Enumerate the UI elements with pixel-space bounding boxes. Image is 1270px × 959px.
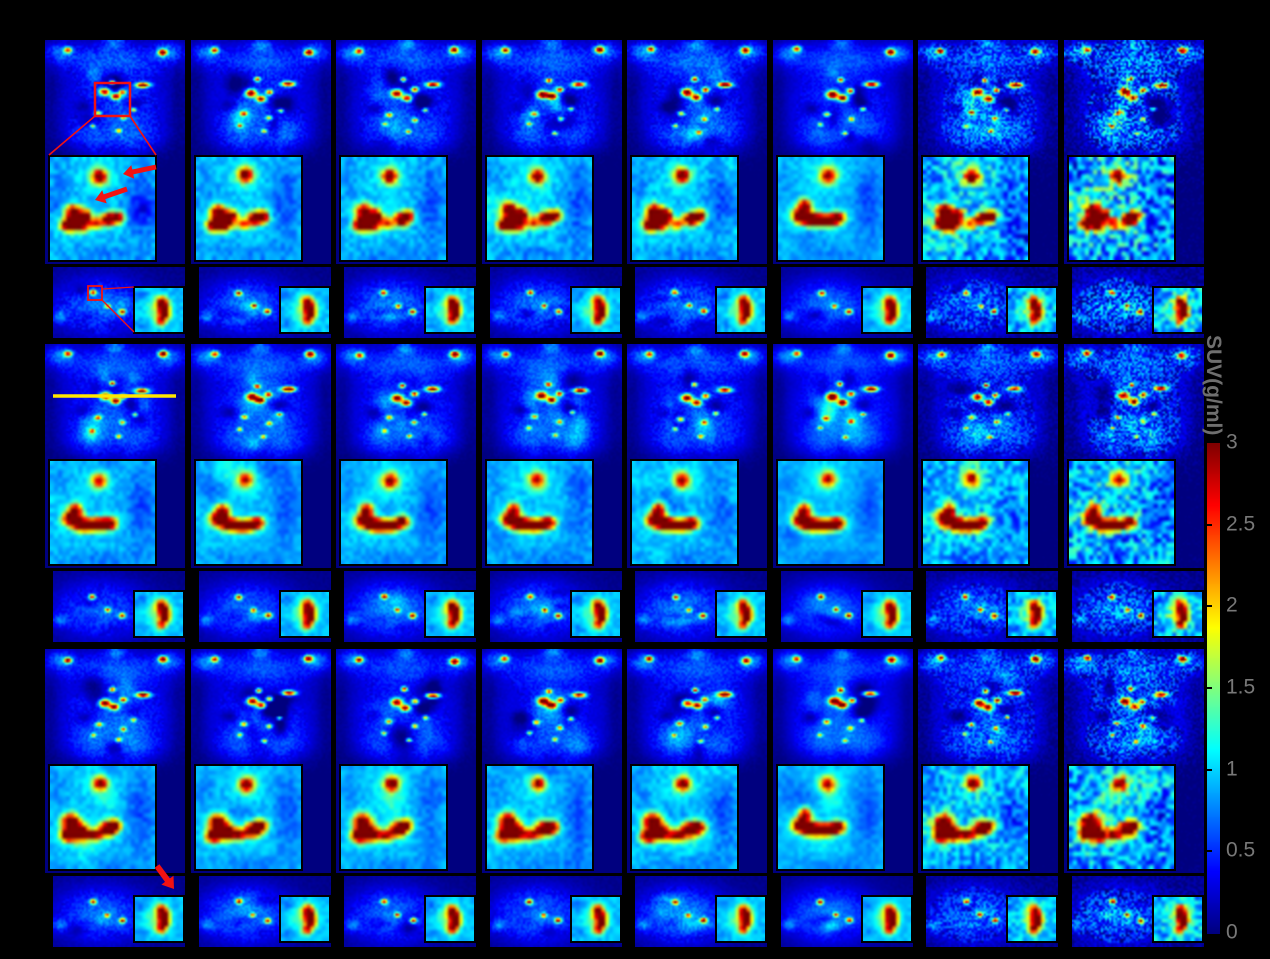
- pet-panel-r2c1: [45, 344, 185, 642]
- axial-zoom-inset-image: [1152, 590, 1204, 638]
- colorbar-tick-label: 0.5: [1226, 838, 1256, 862]
- pet-panel-r3c4: [482, 649, 622, 947]
- axial-zoom-inset-image: [1152, 286, 1204, 334]
- lesion-zoom-inset-image: [48, 155, 157, 262]
- colorbar-tick-label: 2: [1226, 593, 1238, 617]
- colorbar-gradient: [1207, 443, 1220, 934]
- colorbar-tick-label: 0: [1226, 920, 1238, 944]
- axial-zoom-inset-image: [279, 895, 331, 943]
- pet-panel-r2c8: [1064, 344, 1204, 642]
- pet-panel-r1c3: [336, 40, 476, 338]
- pet-panel-r2c4: [482, 344, 622, 642]
- lesion-zoom-inset-image: [776, 764, 885, 871]
- axial-zoom-inset-image: [570, 286, 622, 334]
- lesion-zoom-inset-image: [485, 459, 594, 566]
- lesion-zoom-inset-image: [194, 155, 303, 262]
- pet-panel-r1c6: [773, 40, 913, 338]
- pet-panel-r1c8: [1064, 40, 1204, 338]
- pet-panel-r3c6: [773, 649, 913, 947]
- axial-zoom-inset-image: [570, 895, 622, 943]
- pet-panel-r3c8: [1064, 649, 1204, 947]
- pet-panel-r3c3: [336, 649, 476, 947]
- axial-zoom-inset-image: [1006, 895, 1058, 943]
- lesion-zoom-inset-image: [921, 155, 1030, 262]
- pet-panel-r1c7: [918, 40, 1058, 338]
- lesion-zoom-inset-image: [1067, 764, 1176, 871]
- axial-zoom-inset-image: [279, 590, 331, 638]
- pet-panel-r1c1: [45, 40, 185, 338]
- lesion-zoom-inset-image: [485, 764, 594, 871]
- colorbar-tick-mark: [1207, 605, 1212, 608]
- pet-panel-r2c7: [918, 344, 1058, 642]
- axial-zoom-inset-image: [133, 895, 185, 943]
- lesion-zoom-inset-image: [194, 764, 303, 871]
- colorbar-tick-mark: [1207, 768, 1212, 771]
- colorbar-tick-label: 1: [1226, 757, 1238, 781]
- axial-zoom-inset-image: [133, 590, 185, 638]
- lesion-zoom-inset-image: [48, 764, 157, 871]
- axial-zoom-inset-image: [1006, 286, 1058, 334]
- pet-panel-r2c3: [336, 344, 476, 642]
- axial-zoom-inset-image: [133, 286, 185, 334]
- axial-zoom-inset-image: [715, 895, 767, 943]
- lesion-zoom-inset-image: [776, 459, 885, 566]
- colorbar-tick-mark: [1207, 850, 1212, 853]
- pet-panel-r1c2: [191, 40, 331, 338]
- lesion-zoom-inset-image: [630, 459, 739, 566]
- lesion-zoom-inset-image: [1067, 155, 1176, 262]
- lesion-zoom-inset-image: [1067, 459, 1176, 566]
- lesion-zoom-inset-image: [630, 155, 739, 262]
- colorbar-title: SUV(g/ml): [1202, 334, 1225, 436]
- colorbar-tick-label: 1.5: [1226, 675, 1256, 699]
- pet-panel-r3c5: [627, 649, 767, 947]
- colorbar-tick-mark: [1207, 523, 1212, 526]
- pet-panel-r3c7: [918, 649, 1058, 947]
- axial-zoom-inset-image: [424, 590, 476, 638]
- axial-zoom-inset-image: [715, 286, 767, 334]
- axial-zoom-inset-image: [861, 590, 913, 638]
- axial-zoom-inset-image: [1152, 895, 1204, 943]
- lesion-zoom-inset-image: [776, 155, 885, 262]
- colorbar-tick-label: 3: [1226, 430, 1238, 454]
- axial-zoom-inset-image: [424, 286, 476, 334]
- axial-zoom-inset-image: [861, 286, 913, 334]
- pet-panel-r2c5: [627, 344, 767, 642]
- lesion-zoom-inset-image: [921, 459, 1030, 566]
- lesion-zoom-inset-image: [921, 764, 1030, 871]
- lesion-zoom-inset-image: [339, 764, 448, 871]
- axial-zoom-inset-image: [715, 590, 767, 638]
- lesion-zoom-inset-image: [194, 459, 303, 566]
- axial-zoom-inset-image: [424, 895, 476, 943]
- lesion-zoom-inset-image: [630, 764, 739, 871]
- lesion-zoom-inset-image: [339, 459, 448, 566]
- lesion-zoom-inset-image: [485, 155, 594, 262]
- pet-panel-r3c1: [45, 649, 185, 947]
- axial-zoom-inset-image: [570, 590, 622, 638]
- pet-panel-r1c5: [627, 40, 767, 338]
- axial-zoom-inset-image: [1006, 590, 1058, 638]
- axial-zoom-inset-image: [861, 895, 913, 943]
- pet-panel-r1c4: [482, 40, 622, 338]
- lesion-zoom-inset-image: [48, 459, 157, 566]
- pet-panel-r3c2: [191, 649, 331, 947]
- pet-panel-r2c6: [773, 344, 913, 642]
- colorbar-tick-mark: [1207, 687, 1212, 689]
- pet-panel-r2c2: [191, 344, 331, 642]
- axial-zoom-inset-image: [279, 286, 331, 334]
- lesion-zoom-inset-image: [339, 155, 448, 262]
- colorbar-tick-label: 2.5: [1226, 512, 1256, 536]
